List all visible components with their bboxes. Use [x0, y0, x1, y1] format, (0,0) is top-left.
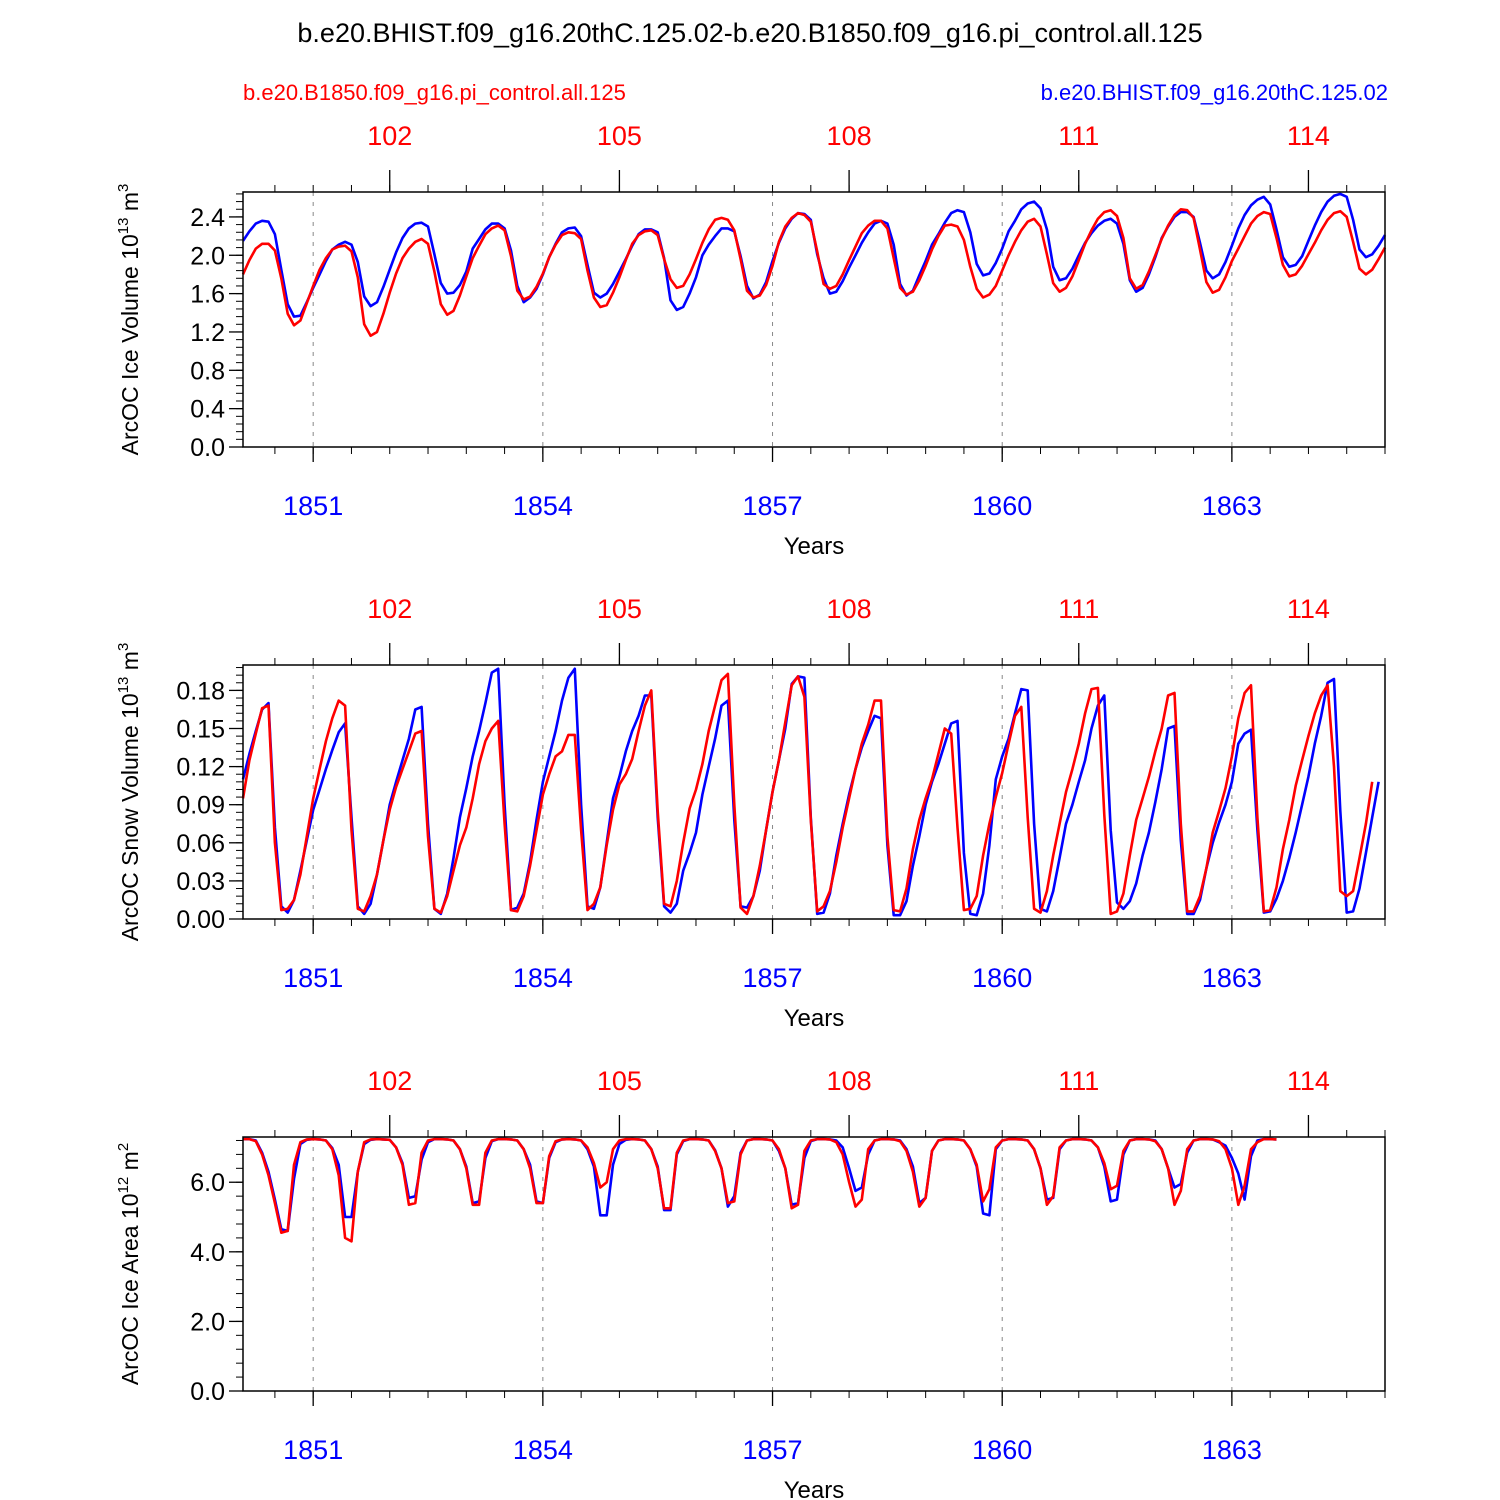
- y-tick-label: 2.0: [190, 242, 225, 270]
- y-tick-label: 4.0: [190, 1239, 225, 1267]
- top-tick-label: 105: [597, 594, 642, 624]
- plot-frame: [242, 1136, 1386, 1392]
- y-tick-label: 0.0: [190, 434, 225, 462]
- y-axis-label-part: 3: [115, 184, 132, 192]
- chart-panel-2: 0.00 0.03 0.06 0.09 0.12 0.15 0.18 1851 1854 1857…: [115, 594, 1386, 1032]
- top-tick-label: 114: [1287, 121, 1330, 151]
- chart-panel-1: 0.0 0.4 0.8 1.2 1.6 2.0 2.4 1851 1854 1857 1860 186…: [115, 121, 1387, 560]
- x-axis-label: Years: [784, 1005, 845, 1032]
- plot-frame: [242, 664, 1386, 920]
- historical-series-line: [241, 667, 1380, 917]
- control-case-label: b.e20.B1850.f09_g16.pi_control.all.125: [243, 80, 626, 105]
- y-tick-label: 0.18: [176, 677, 225, 705]
- top-tick-label: 111: [1058, 594, 1099, 624]
- x-tick-label: 1854: [513, 491, 573, 521]
- plot-frame: [242, 191, 1386, 448]
- historical-series-line: [241, 192, 1387, 318]
- top-tick-label: 111: [1058, 1066, 1099, 1096]
- y-axis-label: ArcOC Ice Volume 1013 m3: [115, 184, 143, 456]
- y-axis-label-part: m: [117, 192, 143, 218]
- x-axis-label: Years: [784, 533, 845, 560]
- y-axis-label: ArcOC Snow Volume 1013 m3: [115, 643, 143, 942]
- control-series-line: [241, 672, 1374, 916]
- top-tick-label: 102: [367, 594, 412, 624]
- y-tick-label: 2.4: [190, 204, 225, 232]
- x-tick-label: 1857: [742, 1435, 802, 1465]
- top-tick-label: 105: [597, 121, 642, 151]
- y-tick-label: 0.09: [176, 792, 225, 820]
- historical-case-label: b.e20.BHIST.f09_g16.20thC.125.02: [1040, 80, 1388, 105]
- y-tick-label: 0.0: [190, 1378, 225, 1406]
- x-tick-label: 1854: [513, 1435, 573, 1465]
- top-tick-label: 102: [367, 1066, 412, 1096]
- top-tick-label: 114: [1287, 1066, 1330, 1096]
- y-tick-label: 1.6: [190, 281, 225, 309]
- x-tick-label: 1863: [1202, 1435, 1262, 1465]
- y-axis-label: ArcOC Ice Area 1012 m2: [115, 1143, 143, 1385]
- x-tick-label: 1857: [742, 491, 802, 521]
- x-tick-label: 1854: [513, 963, 573, 993]
- top-tick-label: 102: [367, 121, 412, 151]
- y-tick-label: 1.2: [190, 319, 225, 347]
- x-tick-label: 1863: [1202, 963, 1262, 993]
- y-tick-label: 0.12: [176, 754, 225, 782]
- x-tick-label: 1851: [283, 491, 343, 521]
- y-tick-label: 0.4: [190, 396, 225, 424]
- y-axis-label-part: 13: [115, 218, 132, 235]
- control-series-line: [241, 208, 1387, 338]
- y-tick-label: 0.15: [176, 716, 225, 744]
- y-axis-label-part: m: [117, 1151, 143, 1177]
- x-tick-label: 1851: [283, 963, 343, 993]
- y-axis-label-part: 13: [115, 677, 132, 694]
- y-tick-label: 0.8: [190, 357, 225, 385]
- top-tick-label: 108: [827, 121, 872, 151]
- top-tick-label: 111: [1058, 121, 1099, 151]
- control-series-line: [243, 1137, 1277, 1243]
- x-tick-label: 1863: [1202, 491, 1262, 521]
- chart-panel-3: 0.0 2.0 4.0 6.0 1851 1854 1857 1860 1863 102 105 10…: [115, 1066, 1386, 1500]
- y-axis-label-part: 12: [115, 1177, 132, 1194]
- top-tick-label: 108: [827, 594, 872, 624]
- x-tick-label: 1857: [742, 963, 802, 993]
- y-tick-label: 2.0: [190, 1308, 225, 1336]
- top-tick-label: 114: [1287, 594, 1330, 624]
- y-axis-label-part: ArcOC Snow Volume 10: [117, 693, 143, 941]
- x-tick-label: 1851: [283, 1435, 343, 1465]
- x-tick-label: 1860: [972, 491, 1032, 521]
- y-axis-label-part: ArcOC Ice Area 10: [117, 1193, 143, 1385]
- x-tick-label: 1860: [972, 1435, 1032, 1465]
- y-tick-label: 0.03: [176, 868, 225, 896]
- y-tick-label: 0.00: [176, 906, 225, 934]
- x-tick-label: 1860: [972, 963, 1032, 993]
- y-axis-label-part: 2: [115, 1143, 132, 1151]
- y-tick-label: 0.06: [176, 830, 225, 858]
- y-axis-label-part: 3: [115, 643, 132, 651]
- y-tick-label: 6.0: [190, 1169, 225, 1197]
- y-axis-label-part: m: [117, 651, 143, 677]
- top-tick-label: 105: [597, 1066, 642, 1096]
- x-axis-label: Years: [784, 1477, 845, 1500]
- top-tick-label: 108: [827, 1066, 872, 1096]
- figure-title: b.e20.BHIST.f09_g16.20thC.125.02-b.e20.B…: [297, 18, 1203, 48]
- y-axis-label-part: ArcOC Ice Volume 10: [117, 234, 143, 455]
